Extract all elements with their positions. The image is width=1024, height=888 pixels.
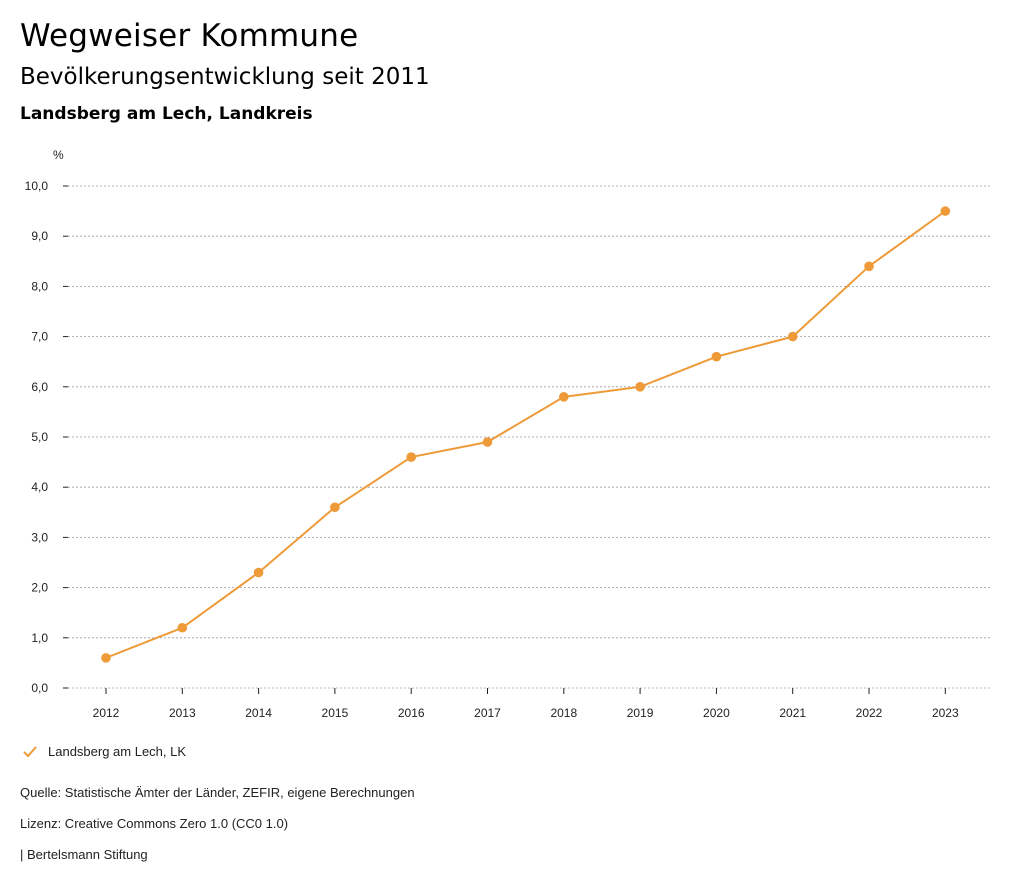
y-axis-ticks: 0,0 1,0 2,0 3,0 4,0 5,0 6,0 7,0 8,0 9,0 10,0: [25, 179, 68, 695]
y-tick-label: 1,0: [31, 631, 48, 645]
x-tick-label: 2018: [550, 706, 577, 720]
page-title: Wegweiser Kommune: [20, 18, 359, 54]
data-point-2012[interactable]: [101, 653, 111, 663]
x-tick-label: 2015: [322, 706, 349, 720]
x-axis-ticks: 2012 2013 2014 2015 2016 2017 2018 2019 2020 2021…: [93, 688, 959, 720]
x-tick-label: 2019: [627, 706, 654, 720]
brand-note: | Bertelsmann Stiftung: [20, 847, 148, 862]
region-label: Landsberg am Lech, Landkreis: [20, 104, 313, 124]
x-tick-label: 2014: [245, 706, 272, 720]
x-tick-label: 2022: [856, 706, 883, 720]
data-point-2018[interactable]: [559, 392, 569, 402]
x-tick-label: 2016: [398, 706, 425, 720]
data-point-2014[interactable]: [253, 567, 264, 578]
y-tick-label: 7,0: [31, 330, 48, 344]
y-tick-label: 0,0: [31, 681, 48, 695]
series-line: [105, 210, 946, 659]
x-tick-label: 2020: [703, 706, 730, 720]
data-point-2023[interactable]: [940, 206, 951, 216]
data-point-2016[interactable]: [406, 452, 417, 462]
source-note: Quelle: Statistische Ämter der Länder, Z…: [20, 785, 415, 800]
legend-label: Landsberg am Lech, LK: [48, 744, 187, 759]
y-axis-unit-label: %: [53, 148, 64, 162]
chart-subtitle: Bevölkerungsentwicklung seit 2011: [20, 64, 430, 90]
data-point-2019[interactable]: [635, 382, 645, 392]
data-point-2021[interactable]: [787, 331, 798, 342]
y-tick-label: 6,0: [31, 380, 48, 394]
license-note: Lizenz: Creative Commons Zero 1.0 (CC0 1…: [20, 816, 289, 831]
legend-item-landsberg[interactable]: Landsberg am Lech, LK: [22, 744, 186, 759]
x-tick-label: 2023: [932, 706, 959, 720]
y-tick-label: 5,0: [31, 430, 48, 444]
y-tick-label: 3,0: [31, 530, 48, 544]
data-point-2013[interactable]: [177, 622, 188, 633]
grid-lines: [68, 185, 990, 689]
series-landsberg: [101, 206, 951, 663]
y-tick-label: 4,0: [31, 480, 48, 494]
line-chart: % 0,0 1,0 2,0 3,0 4,0 5,0 6,0 7,0 8,0 9,0 10,0 201…: [25, 148, 990, 720]
check-icon: [23, 745, 37, 757]
y-tick-label: 10,0: [25, 179, 49, 193]
x-tick-label: 2021: [779, 706, 806, 720]
y-tick-label: 2,0: [31, 581, 48, 595]
y-tick-label: 9,0: [31, 229, 48, 243]
data-point-2022[interactable]: [864, 261, 874, 272]
data-point-2015[interactable]: [330, 502, 340, 513]
x-tick-label: 2012: [93, 706, 120, 720]
x-tick-label: 2017: [474, 706, 501, 720]
data-point-2017[interactable]: [482, 437, 493, 447]
x-tick-label: 2013: [169, 706, 196, 720]
data-point-2020[interactable]: [711, 351, 722, 362]
y-tick-label: 8,0: [31, 279, 48, 293]
